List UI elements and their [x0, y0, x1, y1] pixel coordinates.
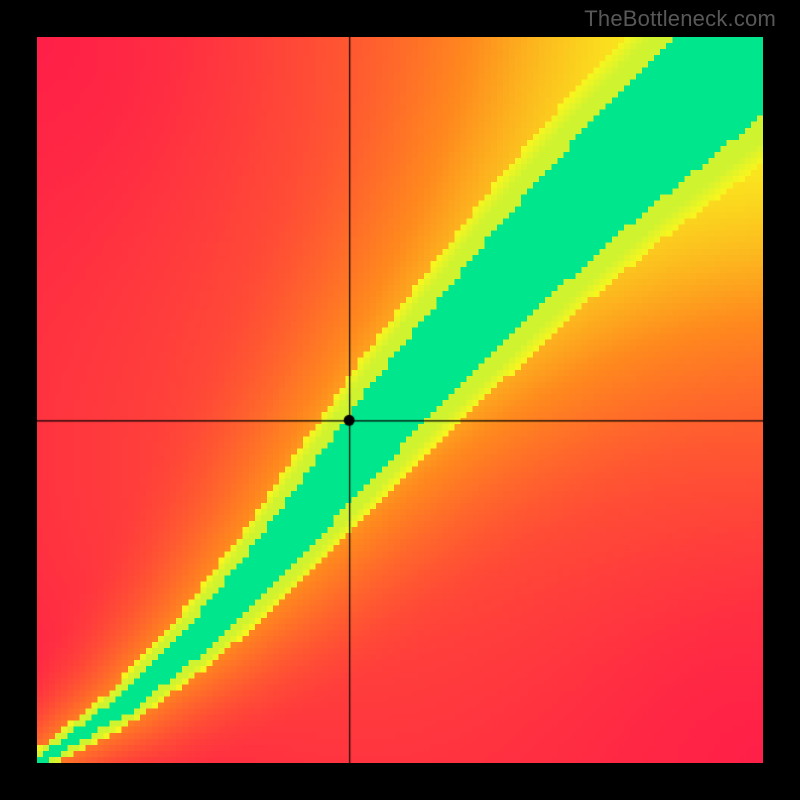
- crosshair-overlay: [37, 37, 763, 763]
- plot-frame: [37, 37, 763, 763]
- attribution-text: TheBottleneck.com: [584, 6, 776, 32]
- chart-container: TheBottleneck.com: [0, 0, 800, 800]
